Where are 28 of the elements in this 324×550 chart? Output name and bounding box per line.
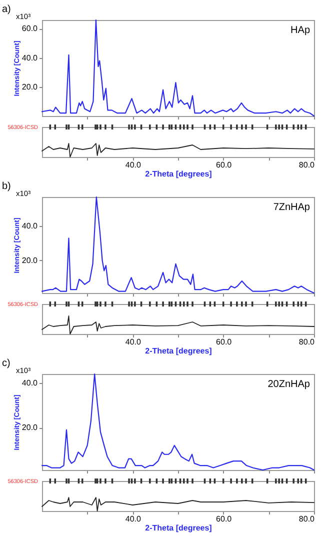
y-tick-label: 20.0 xyxy=(22,82,38,92)
x-tick-label: 40.0 xyxy=(125,160,142,170)
x-tick-label: 80.0 xyxy=(298,338,316,346)
y-tick-label: 60.0 xyxy=(22,24,38,34)
x-tick-label: 60.0 xyxy=(216,338,232,346)
y-tick-label: 40.0 xyxy=(22,53,38,62)
line-series xyxy=(41,373,315,471)
x-tick-label: 60.0 xyxy=(216,514,232,524)
line-series xyxy=(41,19,315,117)
x-tick-label: 40.0 xyxy=(125,514,142,524)
annotation: 7ZnHAp xyxy=(273,202,310,213)
x-axis-title: 2-Theta [degrees] xyxy=(145,170,212,178)
line-series xyxy=(41,196,315,294)
x-axis-title: 2-Theta [degrees] xyxy=(145,524,212,532)
y-tick-label: 20.0 xyxy=(22,256,38,265)
x-tick-label: 80.0 xyxy=(298,160,316,170)
y-tick-label: 20.0 xyxy=(22,423,38,432)
chart-title: b) xyxy=(2,181,11,192)
chart-title: a) xyxy=(2,4,11,15)
x-tick-label: 80.0 xyxy=(298,514,316,524)
x-axis-title: 2-Theta [degrees] xyxy=(145,346,212,356)
annotation: HAp xyxy=(290,25,310,36)
annotation: 20ZnHAp xyxy=(268,379,310,390)
chart-title: c) xyxy=(2,358,10,369)
y-tick-label: 40.0 xyxy=(22,222,38,231)
x-tick-label: 40.0 xyxy=(125,338,142,346)
y-tick-label: 40.0 xyxy=(22,378,38,388)
x-tick-label: 60.0 xyxy=(216,160,232,170)
